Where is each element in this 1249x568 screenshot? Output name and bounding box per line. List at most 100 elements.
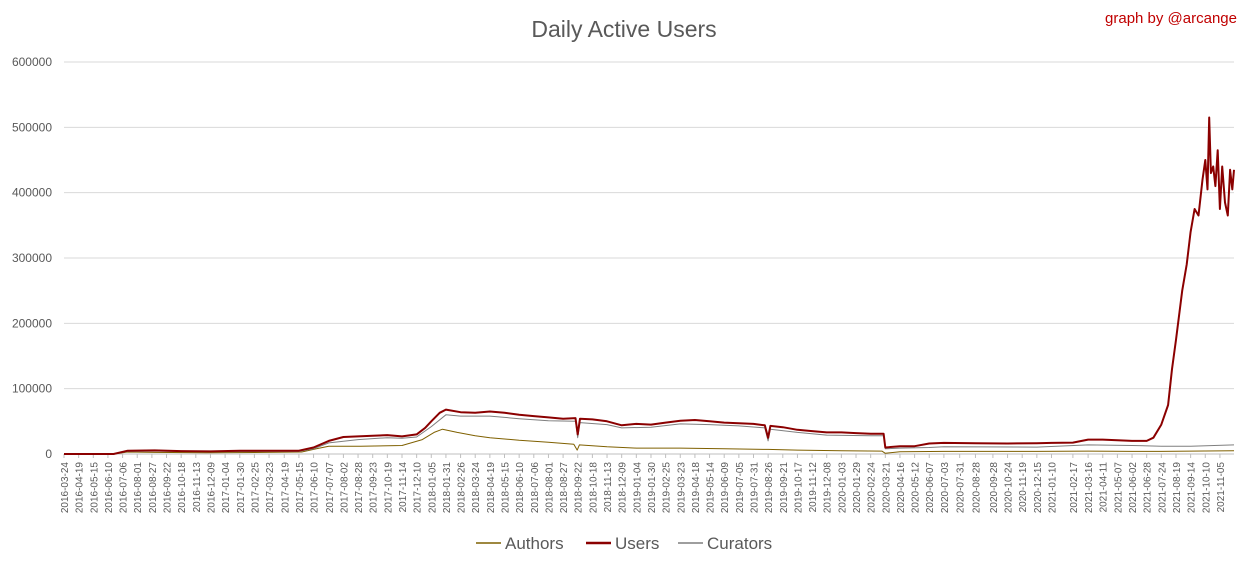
x-tick-label: 2020-09-28	[989, 462, 1000, 514]
x-tick-label: 2017-12-10	[413, 462, 424, 514]
x-tick-label: 2016-08-01	[133, 462, 144, 514]
x-tick-label: 2019-06-09	[720, 462, 731, 514]
x-tick-label: 2016-03-24	[60, 462, 71, 514]
x-tick-label: 2019-12-08	[823, 462, 834, 514]
x-tick-label: 2021-06-28	[1143, 462, 1154, 514]
x-tick-label: 2018-02-26	[457, 462, 468, 514]
x-tick-label: 2020-10-24	[1004, 462, 1015, 514]
x-tick-label: 2017-07-07	[325, 462, 336, 514]
chart-title: Daily Active Users	[531, 16, 716, 42]
x-axis-ticks: 2016-03-24 2016-04-19 2016-05-15 2016-06-10…	[60, 454, 1227, 513]
x-tick-label: 2018-06-10	[515, 462, 526, 514]
x-tick-label: 2016-05-15	[89, 462, 100, 514]
x-tick-label: 2018-10-18	[588, 462, 599, 514]
x-tick-label: 2017-03-23	[265, 462, 276, 514]
gridlines	[64, 61, 1234, 455]
legend: Authors Users Curators	[476, 534, 772, 553]
y-tick-label: 200000	[12, 316, 52, 330]
x-tick-label: 2016-06-10	[104, 462, 115, 514]
x-tick-label: 2017-08-02	[339, 462, 350, 514]
x-tick-label: 2018-01-31	[442, 462, 453, 514]
x-tick-label: 2018-08-01	[544, 462, 555, 514]
series-line-authors	[64, 428, 1235, 455]
x-tick-label: 2021-07-24	[1157, 462, 1168, 514]
x-tick-label: 2017-02-25	[250, 462, 261, 514]
y-tick-label: 0	[45, 447, 52, 461]
legend-label-curators: Curators	[707, 534, 772, 553]
x-tick-label: 2021-06-02	[1128, 462, 1139, 514]
x-tick-label: 2020-07-31	[956, 462, 967, 514]
x-tick-label: 2018-03-24	[471, 462, 482, 514]
x-tick-label: 2019-07-05	[735, 462, 746, 514]
series-lines	[64, 116, 1235, 455]
x-tick-label: 2021-04-11	[1099, 462, 1110, 513]
x-tick-label: 2020-01-29	[852, 462, 863, 514]
x-tick-label: 2021-01-10	[1047, 462, 1058, 514]
x-tick-label: 2016-12-09	[206, 462, 217, 514]
x-tick-label: 2017-01-04	[221, 462, 232, 514]
x-tick-label: 2017-05-15	[295, 462, 306, 514]
x-tick-label: 2020-04-16	[896, 462, 907, 514]
x-tick-label: 2016-10-18	[177, 462, 188, 514]
x-tick-label: 2020-07-03	[940, 462, 951, 514]
series-line-curators	[64, 414, 1235, 455]
x-tick-label: 2018-11-13	[603, 462, 614, 513]
x-tick-label: 2021-02-17	[1069, 462, 1080, 514]
x-tick-label: 2018-12-09	[618, 462, 629, 514]
x-tick-label: 2017-09-23	[369, 462, 380, 514]
x-tick-label: 2017-11-14	[398, 462, 409, 513]
x-tick-label: 2020-03-21	[881, 462, 892, 514]
x-tick-label: 2020-01-03	[837, 462, 848, 514]
x-tick-label: 2021-10-10	[1201, 462, 1212, 514]
x-tick-label: 2017-01-30	[236, 462, 247, 514]
x-tick-label: 2019-02-25	[662, 462, 673, 514]
x-tick-label: 2018-05-15	[501, 462, 512, 514]
x-tick-label: 2018-01-05	[427, 462, 438, 514]
x-tick-label: 2017-04-19	[280, 462, 291, 514]
x-tick-label: 2016-04-19	[75, 462, 86, 514]
x-tick-label: 2020-05-12	[911, 462, 922, 514]
x-tick-label: 2017-10-19	[383, 462, 394, 514]
y-tick-label: 500000	[12, 120, 52, 134]
x-tick-label: 2021-11-05	[1216, 462, 1227, 513]
chart-credit: graph by @arcange	[1105, 10, 1237, 27]
x-tick-label: 2018-07-06	[530, 462, 541, 514]
y-tick-label: 100000	[12, 382, 52, 396]
x-tick-label: 2019-09-21	[779, 462, 790, 514]
y-tick-label: 400000	[12, 186, 52, 200]
x-tick-label: 2018-04-19	[486, 462, 497, 514]
x-tick-label: 2019-04-18	[691, 462, 702, 514]
y-axis-ticks: 0 100000 200000 300000 400000 500000 600000	[12, 55, 52, 461]
series-line-users	[64, 116, 1235, 455]
x-tick-label: 2020-02-24	[867, 462, 878, 514]
x-tick-label: 2020-08-28	[971, 462, 982, 514]
x-tick-label: 2021-03-16	[1084, 462, 1095, 514]
x-tick-label: 2019-07-31	[749, 462, 760, 514]
x-tick-label: 2019-11-12	[808, 462, 819, 513]
y-tick-label: 300000	[12, 251, 52, 265]
x-tick-label: 2016-09-22	[163, 462, 174, 514]
legend-label-authors: Authors	[505, 534, 564, 553]
x-tick-label: 2019-01-04	[632, 462, 643, 514]
x-tick-label: 2018-09-22	[574, 462, 585, 514]
x-tick-label: 2021-08-19	[1172, 462, 1183, 514]
x-tick-label: 2019-10-17	[793, 462, 804, 514]
x-tick-label: 2019-08-26	[764, 462, 775, 514]
x-tick-label: 2017-06-10	[310, 462, 321, 514]
x-tick-label: 2016-07-06	[119, 462, 130, 514]
x-tick-label: 2020-11-19	[1018, 462, 1029, 513]
x-tick-label: 2018-08-27	[559, 462, 570, 514]
y-tick-label: 600000	[12, 55, 52, 69]
x-tick-label: 2019-01-30	[647, 462, 658, 514]
x-tick-label: 2016-11-13	[192, 462, 203, 513]
x-tick-label: 2020-06-07	[925, 462, 936, 514]
x-tick-label: 2016-08-27	[148, 462, 159, 514]
x-tick-label: 2017-08-28	[354, 462, 365, 514]
x-tick-label: 2019-05-14	[706, 462, 717, 514]
x-tick-label: 2020-12-15	[1033, 462, 1044, 514]
legend-label-users: Users	[615, 534, 659, 553]
x-tick-label: 2021-09-14	[1187, 462, 1198, 514]
x-tick-label: 2019-03-23	[676, 462, 687, 514]
x-tick-label: 2021-05-07	[1113, 462, 1124, 514]
